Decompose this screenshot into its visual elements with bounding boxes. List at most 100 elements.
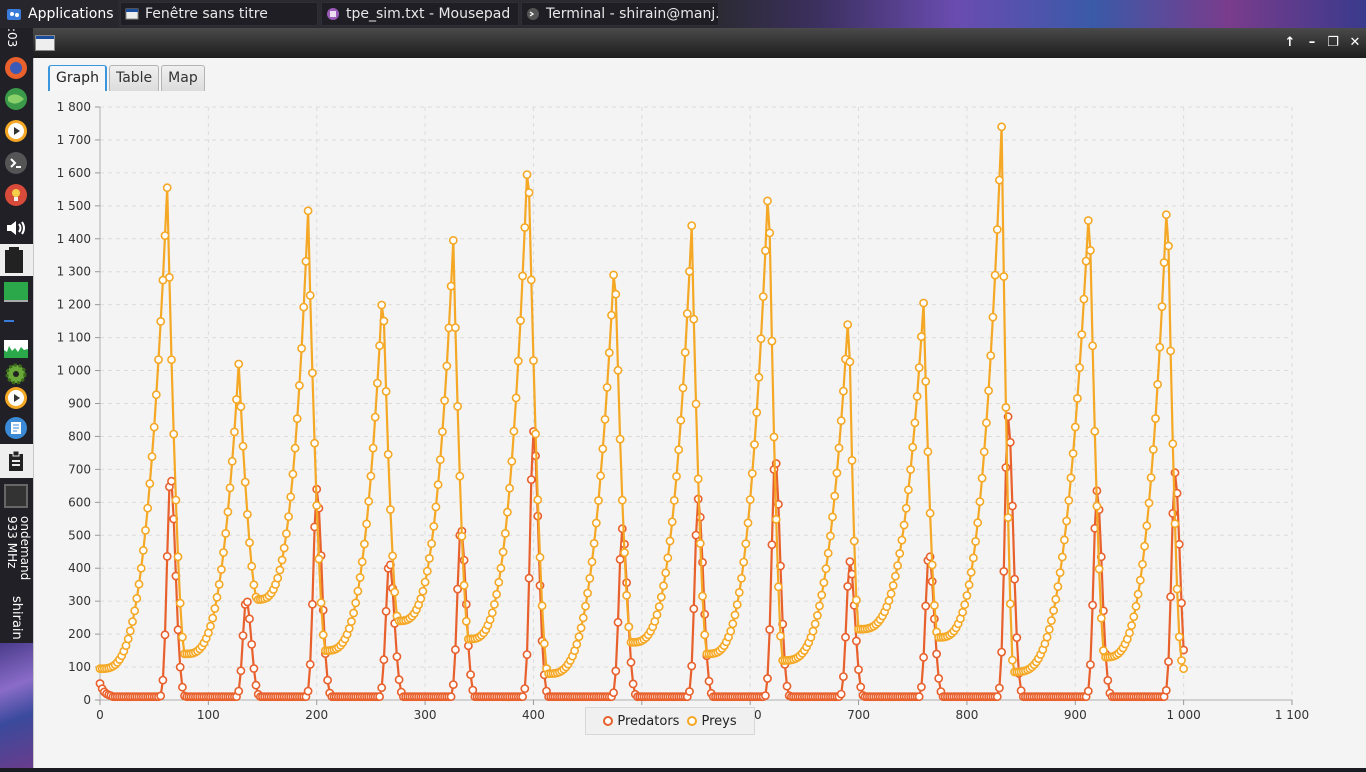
data-point-preys (613, 365, 623, 375)
data-point-preys (1142, 521, 1152, 531)
data-point-preys (971, 536, 980, 546)
data-point-preys (173, 552, 183, 562)
data-point-preys (1086, 245, 1095, 255)
media-player-2-icon[interactable] (4, 386, 28, 410)
data-point-preys (303, 206, 313, 216)
data-point-predators (160, 630, 170, 640)
data-point-preys (849, 536, 859, 546)
data-point-preys (165, 272, 174, 282)
data-point-preys (297, 343, 306, 353)
data-point-preys (225, 483, 235, 493)
tab-map[interactable]: Map (161, 65, 205, 91)
task-fenetre-sans-titre[interactable]: Fenêtre sans titre (120, 2, 318, 26)
maximize-button[interactable]: ❐ (1327, 35, 1339, 50)
terminal-launcher-icon[interactable] (4, 151, 28, 175)
data-point-predators (524, 573, 534, 583)
y-tick-label: 300 (68, 594, 91, 608)
data-point-preys (808, 626, 818, 636)
data-point-preys (969, 553, 978, 563)
data-point-predators (932, 649, 941, 659)
data-point-predators (394, 675, 404, 685)
data-point-preys (611, 289, 621, 299)
tab-table[interactable]: Table (108, 65, 160, 91)
task-label: Fenêtre sans titre (145, 6, 268, 22)
data-point-preys (273, 573, 283, 583)
data-point-preys (526, 275, 536, 285)
data-point-preys (975, 497, 985, 506)
clipboard-widget[interactable] (0, 444, 33, 478)
y-tick-label: 400 (68, 561, 91, 575)
data-point-preys (1073, 393, 1082, 403)
data-point-preys (843, 320, 853, 329)
data-point-preys (763, 196, 772, 206)
minimize-button[interactable]: – (1308, 35, 1316, 50)
data-point-predators (765, 625, 775, 634)
firefox-icon[interactable] (4, 56, 28, 80)
data-point-preys (446, 281, 456, 291)
mousepad-icon (327, 8, 339, 20)
task-terminal[interactable]: Terminal - shirain@manj... (521, 2, 719, 26)
data-point-predators (845, 557, 855, 566)
tab-graph[interactable]: Graph (48, 65, 107, 91)
data-point-preys (420, 577, 430, 587)
data-point-preys (240, 477, 250, 487)
notes-icon[interactable] (4, 416, 28, 440)
arrow-up-icon[interactable]: ↑ (1284, 35, 1296, 50)
data-point-preys (687, 221, 697, 230)
data-point-preys (756, 334, 766, 344)
data-point-preys (247, 561, 257, 571)
data-point-preys (917, 332, 926, 341)
data-point-preys (886, 589, 896, 599)
data-point-preys (1088, 341, 1097, 351)
data-point-preys (919, 298, 928, 308)
idea-icon[interactable] (4, 183, 28, 207)
data-point-preys (600, 414, 610, 424)
window-titlebar[interactable]: ↑ – ❐ ✕ (33, 28, 1366, 58)
data-point-predators (379, 655, 389, 665)
task-mousepad[interactable]: tpe_sim.txt - Mousepad (321, 2, 519, 26)
workspace-thumbnail-icon[interactable] (4, 484, 28, 508)
data-point-preys (1125, 628, 1134, 638)
media-player-icon[interactable] (4, 119, 28, 143)
window-icon (125, 8, 139, 20)
data-point-predators (450, 645, 460, 655)
data-point-predators (518, 692, 527, 702)
data-point-preys (769, 432, 779, 442)
data-point-predators (535, 581, 545, 590)
data-point-preys (349, 608, 358, 618)
monitor-icon[interactable] (4, 280, 28, 304)
data-point-preys (607, 310, 616, 320)
data-point-preys (284, 512, 293, 521)
data-point-predators (836, 689, 846, 699)
data-point-preys (676, 415, 686, 425)
globe-icon[interactable] (4, 87, 28, 111)
data-point-preys (581, 601, 590, 611)
data-point-preys (1068, 449, 1078, 458)
data-point-preys (962, 591, 972, 600)
data-point-preys (1042, 632, 1052, 642)
close-button[interactable]: ✕ (1349, 35, 1361, 50)
data-point-preys (344, 624, 354, 633)
data-point-preys (960, 600, 970, 610)
data-point-preys (531, 429, 540, 439)
volume-icon[interactable] (4, 216, 28, 240)
battery-widget[interactable] (0, 244, 33, 276)
data-point-preys (912, 391, 922, 401)
data-point-preys (966, 567, 976, 577)
applications-menu-button[interactable]: Applications (0, 0, 118, 28)
desktop-wallpaper-strip (0, 643, 33, 768)
y-tick-label: 800 (68, 429, 91, 443)
y-tick-label: 500 (68, 528, 91, 542)
data-point-preys (925, 508, 935, 518)
data-point-preys (448, 235, 458, 245)
data-point-preys (615, 434, 625, 444)
settings-gear-icon[interactable] (4, 362, 28, 386)
legend-item-preys[interactable]: Preys (687, 714, 737, 729)
data-point-predators (375, 692, 384, 702)
data-point-predators (453, 584, 462, 594)
legend-item-predators[interactable]: Predators (603, 714, 679, 729)
data-point-predators (917, 682, 926, 692)
data-point-predators (1005, 437, 1015, 447)
data-point-preys (921, 376, 931, 386)
y-tick-label: 1 500 (57, 199, 91, 213)
